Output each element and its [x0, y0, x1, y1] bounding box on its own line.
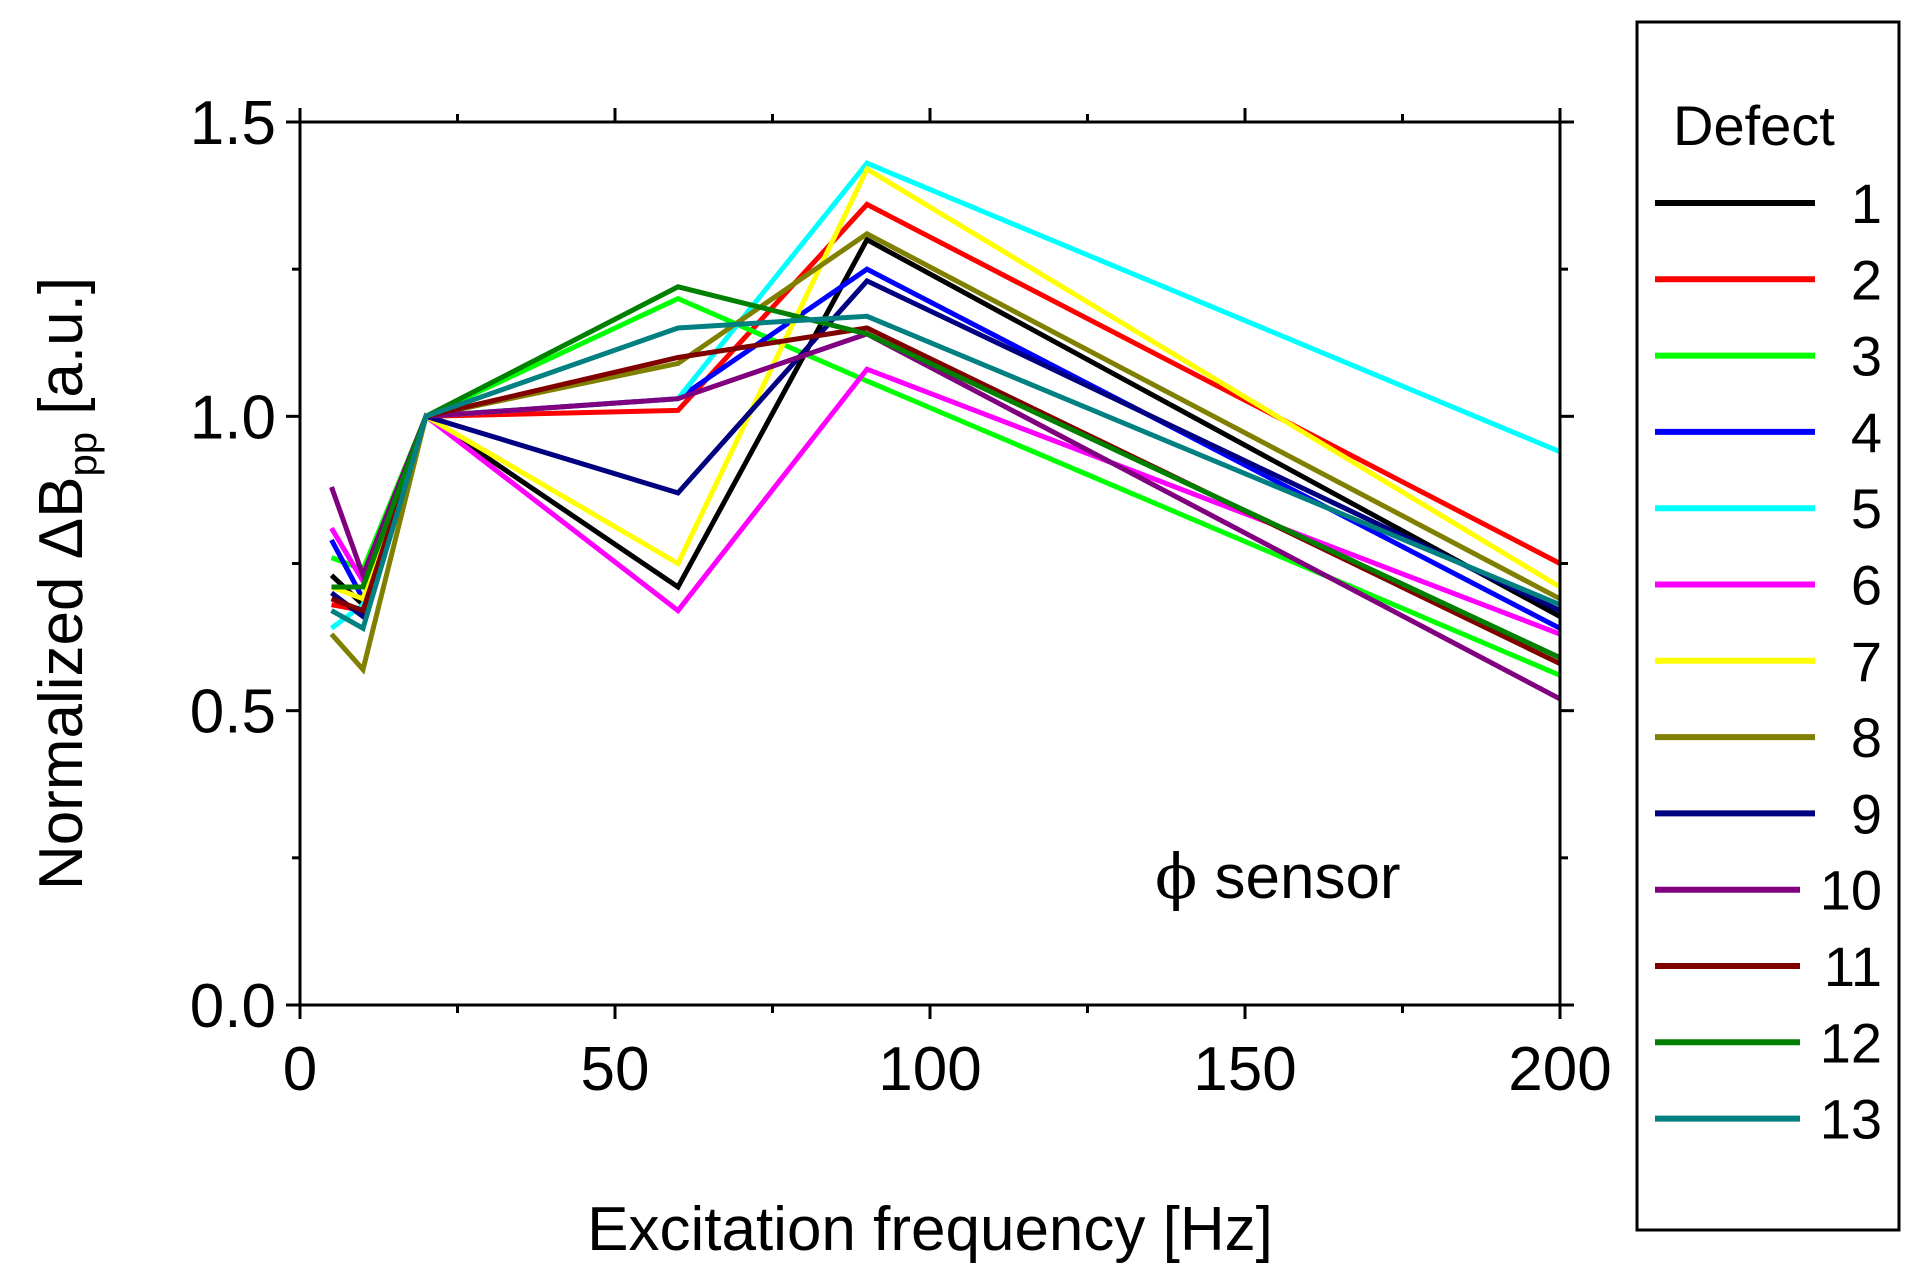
- legend-label-12: 12: [1820, 1011, 1882, 1074]
- sensor-annotation: ϕ sensor: [1155, 840, 1401, 913]
- series-line-11: [330, 325, 1562, 666]
- legend-item-9: 9: [1655, 782, 1882, 845]
- legend-item-5: 5: [1655, 477, 1882, 540]
- series-line-1: [329, 236, 1562, 619]
- legend-box: [1635, 20, 1901, 1232]
- x-tick-label: 50: [581, 1035, 650, 1104]
- legend-item-12: 12: [1655, 1011, 1882, 1074]
- y-axis-title-symbol: ΔB: [27, 477, 96, 560]
- y-tick-label: 0.0: [190, 972, 276, 1041]
- sensor-label: sensor: [1197, 843, 1400, 912]
- legend-item-11: 11: [1655, 935, 1882, 998]
- tick-layer: [286, 108, 1574, 1019]
- legend-label-4: 4: [1851, 401, 1882, 464]
- legend-label-1: 1: [1851, 172, 1882, 235]
- y-tick-label: 1.0: [190, 383, 276, 452]
- series-line-8: [329, 230, 1562, 675]
- legend-item-3: 3: [1655, 325, 1882, 388]
- legend-label-3: 3: [1851, 325, 1882, 388]
- y-axis-title-subscript: pp: [61, 432, 105, 477]
- series-line-9: [330, 277, 1562, 621]
- x-tick-label: 0: [283, 1035, 317, 1104]
- y-tick-label: 0.5: [190, 678, 276, 747]
- legend-label-7: 7: [1851, 630, 1882, 693]
- legend-item-7: 7: [1655, 630, 1882, 693]
- x-tick-label: 200: [1508, 1035, 1611, 1104]
- legend-item-13: 13: [1655, 1088, 1882, 1151]
- series-line-10: [329, 331, 1562, 702]
- x-tick-label: 150: [1193, 1035, 1296, 1104]
- series-layer: [329, 160, 1562, 702]
- legend-label-2: 2: [1851, 248, 1882, 311]
- legend-label-11: 11: [1824, 935, 1882, 998]
- legend-label-13: 13: [1820, 1088, 1882, 1151]
- legend-item-1: 1: [1655, 172, 1882, 235]
- label-layer: 0 50 100 150 200 0.0 0.5 1.0 1.5: [190, 89, 1612, 1104]
- series-line-13: [330, 313, 1561, 633]
- legend-label-5: 5: [1851, 477, 1882, 540]
- legend-item-2: 2: [1655, 248, 1882, 311]
- legend-label-10: 10: [1820, 859, 1882, 922]
- legend-label-8: 8: [1851, 706, 1882, 769]
- y-axis-title-unit: [a.u.]: [27, 277, 96, 432]
- series-line-12: [331, 284, 1562, 660]
- series-line-7: [330, 165, 1562, 603]
- x-tick-label: 100: [878, 1035, 981, 1104]
- legend-item-4: 4: [1655, 401, 1882, 464]
- legend-label-6: 6: [1851, 554, 1882, 617]
- phi-symbol: ϕ: [1155, 840, 1197, 913]
- legend-label-9: 9: [1851, 782, 1882, 845]
- series-line-6: [329, 366, 1561, 637]
- y-tick-label: 1.5: [190, 89, 276, 158]
- legend-item-6: 6: [1655, 554, 1882, 617]
- y-axis-title: Normalized ΔBpp [a.u.]: [27, 277, 105, 890]
- legend-item-10: 10: [1655, 859, 1882, 922]
- legend-title: Defect: [1673, 94, 1835, 157]
- legend-item-8: 8: [1655, 706, 1882, 769]
- x-axis-title: Excitation frequency [Hz]: [587, 1195, 1273, 1264]
- y-axis-title-main: Normalized: [27, 559, 96, 890]
